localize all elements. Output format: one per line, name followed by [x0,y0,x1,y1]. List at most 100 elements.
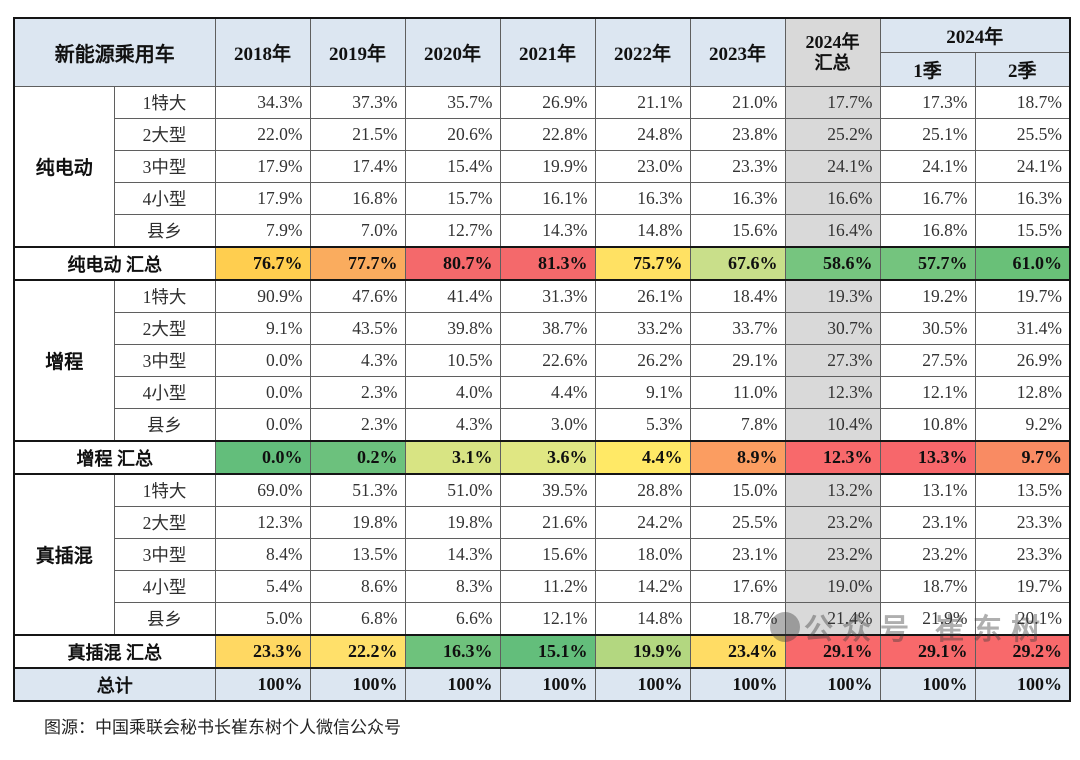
data-cell: 24.1% [974,150,1071,183]
data-cell: 39.8% [404,312,501,345]
data-cell: 21.5% [309,118,406,151]
summary-value-cell: 81.3% [499,246,596,281]
group-label-cell: 增程 [13,279,115,442]
data-cell: 31.4% [974,312,1071,345]
subcategory-cell: 1特大 [113,473,216,507]
total-value-cell: 100% [784,667,881,702]
subcategory-cell: 县乡 [113,408,216,442]
summary-value-cell: 8.9% [689,440,786,475]
total-value-cell: 100% [309,667,406,702]
table-row: 3中型 17.9% 17.4% 15.4% 19.9% 23.0% 23.3% 24.1% 24… [14,150,1071,183]
data-cell: 12.3% [784,376,881,409]
data-cell: 12.1% [499,602,596,636]
summary-value-cell: 29.1% [784,634,881,669]
data-cell: 10.5% [404,344,501,377]
data-cell: 4.3% [309,344,406,377]
data-cell: 22.6% [499,344,596,377]
data-cell: 27.3% [784,344,881,377]
data-cell: 9.1% [214,312,311,345]
table-header: 新能源乘用车 2018年 2019年 2020年 2021年 2022年 202… [13,17,1071,87]
data-cell: 7.0% [309,214,406,248]
data-cell: 69.0% [214,473,311,507]
data-cell: 47.6% [309,279,406,313]
data-cell: 18.0% [594,538,691,571]
data-cell: 14.2% [594,570,691,603]
col-header-2019: 2019年 [309,17,406,87]
data-cell: 13.1% [879,473,976,507]
data-cell: 19.7% [974,279,1071,313]
total-value-cell: 100% [879,667,976,702]
data-cell: 12.3% [214,506,311,539]
summary-value-cell: 58.6% [784,246,881,281]
data-cell: 4.4% [499,376,596,409]
data-cell: 18.4% [689,279,786,313]
data-cell: 2.3% [309,408,406,442]
group-label-cell: 纯电动 [13,86,115,248]
data-cell: 30.5% [879,312,976,345]
data-cell: 33.7% [689,312,786,345]
col-header-2018: 2018年 [214,17,311,87]
data-cell: 13.2% [784,473,881,507]
data-cell: 24.1% [879,150,976,183]
data-cell: 0.0% [214,344,311,377]
summary-value-cell: 29.1% [879,634,976,669]
summary-value-cell: 3.1% [404,440,501,475]
data-cell: 16.1% [499,182,596,215]
summary-value-cell: 0.0% [214,440,311,475]
data-cell: 22.0% [214,118,311,151]
data-cell: 16.8% [309,182,406,215]
data-cell: 0.0% [214,408,311,442]
data-cell: 21.4% [784,602,881,636]
data-cell: 23.3% [974,538,1071,571]
total-value-cell: 100% [499,667,596,702]
summary-value-cell: 15.1% [499,634,596,669]
summary-value-cell: 29.2% [974,634,1071,669]
data-cell: 18.7% [879,570,976,603]
data-cell: 24.8% [594,118,691,151]
data-cell: 31.3% [499,279,596,313]
data-cell: 33.2% [594,312,691,345]
table-row: 纯电动 1特大 34.3% 37.3% 35.7% 26.9% 21.1% 21.0% 17.7… [13,86,1071,248]
subcategory-cell: 2大型 [113,118,216,151]
data-cell: 21.6% [499,506,596,539]
summary-value-cell: 4.4% [594,440,691,475]
data-cell: 21.0% [689,86,786,119]
summary-label-cell: 纯电动 汇总 [13,246,216,281]
data-cell: 10.4% [784,408,881,442]
table-row: 2大型 12.3% 19.8% 19.8% 21.6% 24.2% 25.5% 23.2% 23… [14,506,1071,539]
summary-value-cell: 77.7% [309,246,406,281]
table-row: 3中型 0.0% 4.3% 10.5% 22.6% 26.2% 29.1% 27.3% 27.5… [14,344,1071,377]
data-cell: 39.5% [499,473,596,507]
data-cell: 14.3% [404,538,501,571]
summary-value-cell: 0.2% [309,440,406,475]
summary-row: 增程 汇总 0.0% 0.2% 3.1% 3.6% 4.4% 8.9% 12.3% 13.3% 9… [13,440,1071,475]
summary-value-cell: 19.9% [594,634,691,669]
source-caption: 图源：中国乘联会秘书长崔东树个人微信公众号 [44,718,401,737]
data-cell: 6.8% [309,602,406,636]
col-header-2021: 2021年 [499,17,596,87]
data-cell: 26.9% [499,86,596,119]
data-cell: 14.3% [499,214,596,248]
table-row: 县乡 0.0% 2.3% 4.3% 3.0% 5.3% 7.8% 10.4% 10.8% 9.2% [14,408,1071,442]
summary-value-cell: 80.7% [404,246,501,281]
data-cell: 26.1% [594,279,691,313]
data-cell: 8.4% [214,538,311,571]
table-corner-header: 新能源乘用车 [13,17,216,87]
summary-value-cell: 57.7% [879,246,976,281]
data-cell: 25.2% [784,118,881,151]
data-cell: 17.4% [309,150,406,183]
summary-value-cell: 16.3% [404,634,501,669]
data-cell: 23.2% [784,506,881,539]
data-cell: 9.1% [594,376,691,409]
data-cell: 90.9% [214,279,311,313]
table-row: 县乡 5.0% 6.8% 6.6% 12.1% 14.8% 18.7% 21.4% 21.9% 2… [14,602,1071,636]
summary-label-cell: 真插混 汇总 [13,634,216,669]
summary-value-cell: 67.6% [689,246,786,281]
subcategory-cell: 4小型 [113,182,216,215]
total-value-cell: 100% [594,667,691,702]
data-cell: 11.0% [689,376,786,409]
data-cell: 19.9% [499,150,596,183]
data-cell: 17.7% [784,86,881,119]
data-cell: 17.6% [689,570,786,603]
data-cell: 12.7% [404,214,501,248]
